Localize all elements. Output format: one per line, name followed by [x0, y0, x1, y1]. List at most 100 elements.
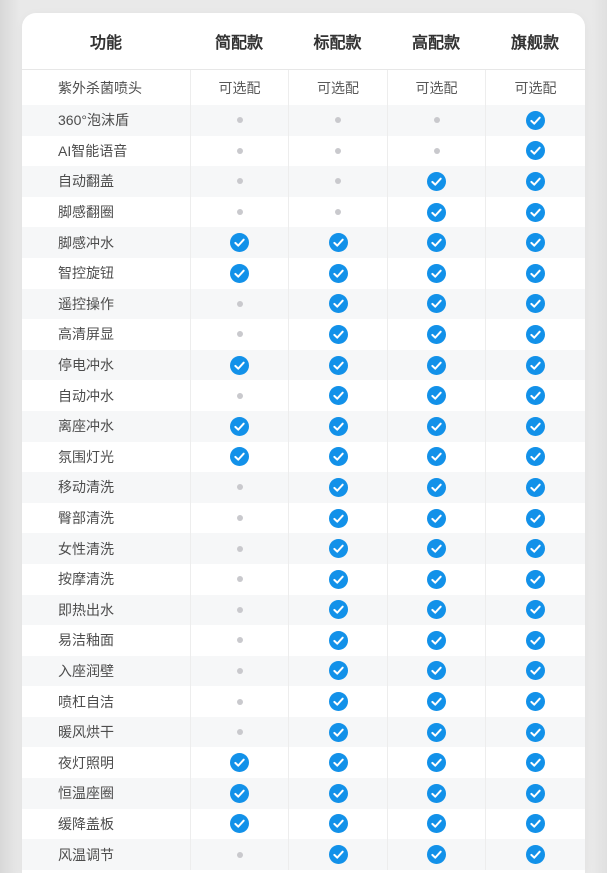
dot-icon [433, 147, 440, 154]
check-icon [427, 539, 446, 559]
availability-cell [387, 196, 485, 228]
check-icon [526, 722, 545, 742]
availability-cell [485, 196, 585, 228]
feature-label: 夜灯照明 [58, 754, 114, 771]
table-row: 脚感翻圈 [22, 196, 585, 228]
availability-cell [485, 288, 585, 320]
table-row: 即热出水 [22, 594, 585, 626]
table-row: 女性清洗 [22, 533, 585, 564]
check-icon [526, 508, 545, 528]
comparison-table-card: 功能 简配款 标配款 高配款 旗舰款 紫外杀菌喷头 可选配 可选配 可选配 可选… [22, 13, 585, 873]
check-icon [427, 202, 446, 222]
check-icon [230, 783, 249, 803]
check-icon [427, 600, 446, 620]
check-icon [328, 294, 348, 314]
feature-label: 脚感翻圈 [58, 204, 114, 221]
feature-label: 高清屏显 [58, 326, 114, 343]
availability-cell [190, 625, 288, 656]
availability-cell [387, 227, 485, 258]
availability-cell [387, 472, 485, 503]
table-row: 易洁釉面 [22, 625, 585, 656]
table-row: 臀部清洗 [22, 502, 585, 534]
availability-cell [288, 778, 387, 809]
availability-cell [190, 196, 288, 228]
availability-cell [190, 410, 288, 442]
header-model-high: 高配款 [411, 35, 460, 52]
check-icon [328, 600, 348, 620]
availability-cell [485, 563, 585, 595]
check-icon [328, 783, 348, 803]
check-icon [526, 845, 545, 865]
feature-label: 入座润壁 [58, 662, 114, 679]
feature-label: 紫外杀菌喷头 [58, 79, 142, 96]
availability-cell [485, 410, 585, 442]
check-icon [526, 202, 545, 222]
table-row: 风温调节 [22, 839, 585, 870]
availability-cell [387, 625, 485, 656]
availability-cell [387, 655, 485, 687]
availability-cell: 可选配 [387, 70, 485, 105]
table-row: AI智能语音 [22, 135, 585, 167]
availability-cell [387, 563, 485, 595]
availability-cell [387, 380, 485, 411]
feature-label: 喷杠自洁 [58, 693, 114, 710]
availability-cell [190, 257, 288, 289]
availability-cell [485, 472, 585, 503]
table-row: 氛围灯光 [22, 441, 585, 473]
check-icon [328, 416, 348, 436]
feature-label: 移动清洗 [58, 479, 114, 496]
dot-icon [236, 300, 243, 307]
check-icon [427, 355, 446, 375]
availability-cell [288, 196, 387, 228]
availability-cell [288, 563, 387, 595]
feature-label: 缓降盖板 [58, 815, 114, 832]
dot-icon [335, 147, 341, 154]
availability-cell [288, 533, 387, 564]
check-icon [526, 569, 545, 589]
table-row: 恒温座圈 [22, 778, 585, 809]
check-icon [526, 692, 545, 712]
availability-cell [288, 441, 387, 473]
check-icon [230, 355, 249, 375]
check-icon [328, 722, 348, 742]
feature-label: 自动翻盖 [58, 173, 114, 190]
availability-cell [190, 808, 288, 840]
availability-cell [387, 166, 485, 197]
dot-icon [236, 637, 243, 644]
feature-label: 易洁釉面 [58, 632, 114, 649]
availability-cell [288, 105, 387, 136]
availability-cell [485, 716, 585, 748]
availability-cell [190, 227, 288, 258]
availability-cell [485, 655, 585, 687]
dot-icon [236, 545, 243, 552]
table-row: 入座润壁 [22, 655, 585, 687]
check-icon [328, 569, 348, 589]
availability-cell [485, 594, 585, 626]
dot-icon [433, 117, 440, 124]
availability-cell [288, 349, 387, 381]
table-row: 360°泡沫盾 [22, 105, 585, 136]
check-icon [328, 477, 348, 497]
availability-cell [190, 716, 288, 748]
check-icon [230, 814, 249, 834]
optional-label: 可选配 [218, 79, 261, 96]
availability-cell [190, 288, 288, 320]
check-icon [427, 569, 446, 589]
table-row: 离座冲水 [22, 410, 585, 442]
availability-cell [387, 319, 485, 350]
availability-cell [387, 808, 485, 840]
table-row: 自动翻盖 [22, 166, 585, 197]
dot-icon [236, 392, 243, 399]
dot-icon [236, 515, 243, 522]
availability-cell: 可选配 [288, 70, 387, 105]
availability-cell [485, 747, 585, 779]
header-feature-column: 功能 [89, 35, 122, 52]
table-row: 停电冲水 [22, 349, 585, 381]
table-row: 缓降盖板 [22, 808, 585, 840]
check-icon [427, 171, 446, 191]
check-icon [427, 753, 446, 773]
table-row: 暖风烘干 [22, 716, 585, 748]
table-row: 喷杠自洁 [22, 686, 585, 717]
availability-cell [485, 227, 585, 258]
